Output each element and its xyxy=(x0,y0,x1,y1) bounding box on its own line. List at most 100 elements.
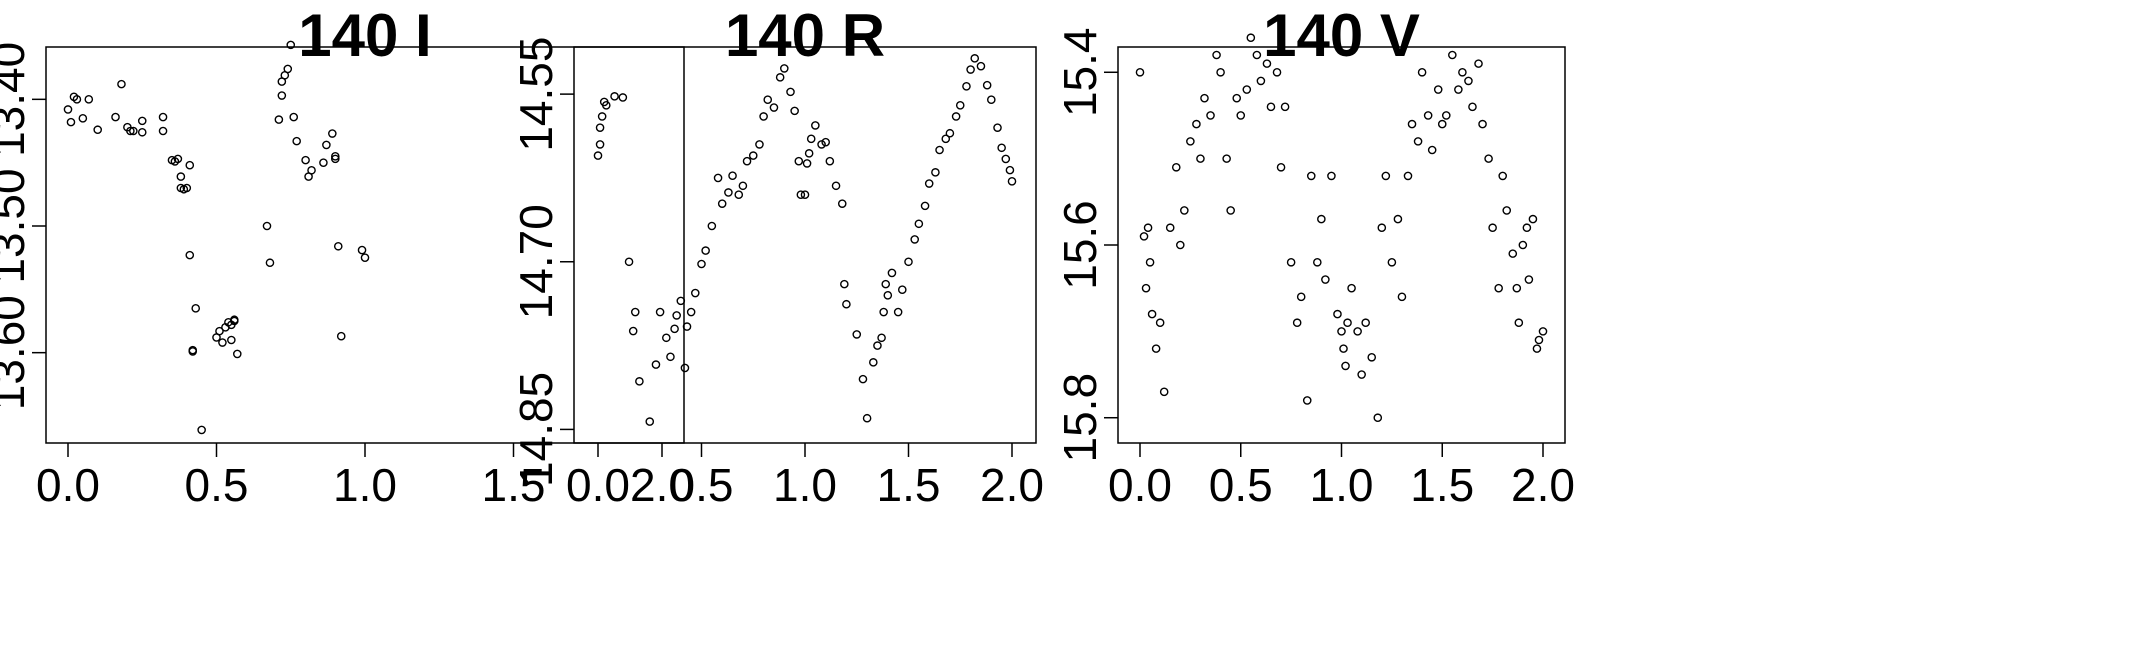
x-tick-label: 1.5 xyxy=(877,459,941,511)
data-point xyxy=(610,92,619,101)
data-point xyxy=(274,115,284,124)
plot-frame xyxy=(573,46,1037,444)
data-point xyxy=(970,54,980,63)
data-point xyxy=(1226,206,1235,215)
data-point xyxy=(1216,67,1225,77)
data-point xyxy=(197,425,206,435)
data-point xyxy=(1464,76,1473,86)
data-point xyxy=(1403,171,1413,181)
data-point xyxy=(1337,327,1346,336)
plot-frame xyxy=(45,46,685,444)
data-point xyxy=(821,137,831,147)
data-point xyxy=(1538,327,1548,336)
data-point xyxy=(748,151,758,160)
data-point xyxy=(595,140,605,149)
data-point xyxy=(881,279,891,289)
data-point xyxy=(651,360,661,369)
data-point xyxy=(1377,223,1387,233)
data-point xyxy=(1272,67,1282,77)
data-point xyxy=(662,333,671,343)
data-point xyxy=(1186,137,1195,146)
data-point xyxy=(1302,396,1312,405)
data-point xyxy=(904,257,913,267)
data-point xyxy=(852,330,862,339)
data-point xyxy=(924,179,934,188)
data-point xyxy=(655,307,665,317)
data-point xyxy=(686,307,696,317)
data-point xyxy=(1317,214,1326,224)
data-point xyxy=(1393,214,1403,224)
x-tick-label: 1.0 xyxy=(1310,459,1374,511)
data-point xyxy=(877,333,886,343)
data-point xyxy=(215,326,224,336)
y-tick-label: 14.70 xyxy=(510,204,562,319)
data-point xyxy=(1417,67,1427,77)
data-point xyxy=(804,149,814,158)
data-point xyxy=(1159,387,1169,397)
data-point xyxy=(945,128,955,138)
data-point xyxy=(931,168,940,177)
data-point xyxy=(645,417,655,426)
x-tick-label: 1.0 xyxy=(773,459,837,511)
data-point xyxy=(357,245,367,255)
data-point xyxy=(993,123,1002,132)
data-point xyxy=(129,126,138,136)
data-point xyxy=(920,201,930,211)
data-point xyxy=(825,156,835,166)
data-point xyxy=(289,112,299,122)
data-point xyxy=(1180,206,1189,215)
data-point xyxy=(277,91,287,100)
data-point xyxy=(227,335,236,345)
x-tick-label: 1.5 xyxy=(482,459,546,511)
data-point xyxy=(840,279,849,289)
data-point xyxy=(1246,33,1256,43)
data-point xyxy=(262,221,272,231)
data-point xyxy=(1222,154,1231,163)
data-point xyxy=(713,173,723,183)
x-tick-label: 1.0 xyxy=(333,459,397,511)
data-point xyxy=(158,112,168,122)
data-point xyxy=(1524,275,1534,284)
data-point xyxy=(982,80,992,90)
data-point xyxy=(1143,223,1153,233)
data-point xyxy=(941,134,951,144)
data-point xyxy=(1454,85,1463,94)
data-point xyxy=(1306,171,1316,181)
data-point xyxy=(728,171,737,181)
data-point xyxy=(1280,102,1290,112)
data-point xyxy=(1212,50,1221,60)
data-point xyxy=(1522,223,1532,233)
data-point xyxy=(1528,214,1538,224)
data-point xyxy=(1423,111,1433,120)
data-point xyxy=(595,123,605,132)
data-point xyxy=(1387,257,1397,267)
data-point xyxy=(1232,93,1242,103)
data-point xyxy=(185,160,195,170)
data-point xyxy=(1242,85,1252,94)
data-point xyxy=(158,126,168,136)
data-point xyxy=(817,140,826,149)
data-point xyxy=(188,345,198,355)
panel-title: 140 R xyxy=(725,2,885,69)
data-point xyxy=(1448,50,1457,60)
y-tick-label: 15.8 xyxy=(1054,373,1106,463)
data-point xyxy=(1276,162,1286,172)
data-point xyxy=(1266,102,1276,112)
data-point xyxy=(1200,93,1209,103)
x-tick-label: 0.0 xyxy=(1108,459,1172,511)
data-point xyxy=(265,258,275,268)
y-tick-label: 13.40 xyxy=(0,42,34,157)
data-point xyxy=(1333,309,1342,319)
data-point xyxy=(182,183,192,193)
data-point xyxy=(628,326,638,336)
data-point xyxy=(1407,119,1417,129)
data-point xyxy=(869,358,878,367)
data-point xyxy=(301,155,310,165)
data-point xyxy=(322,140,331,150)
data-point xyxy=(717,199,727,208)
data-point xyxy=(1437,119,1447,129)
data-point xyxy=(697,259,706,269)
data-point xyxy=(1367,352,1377,362)
x-tick-label: 0.0 xyxy=(36,459,100,511)
